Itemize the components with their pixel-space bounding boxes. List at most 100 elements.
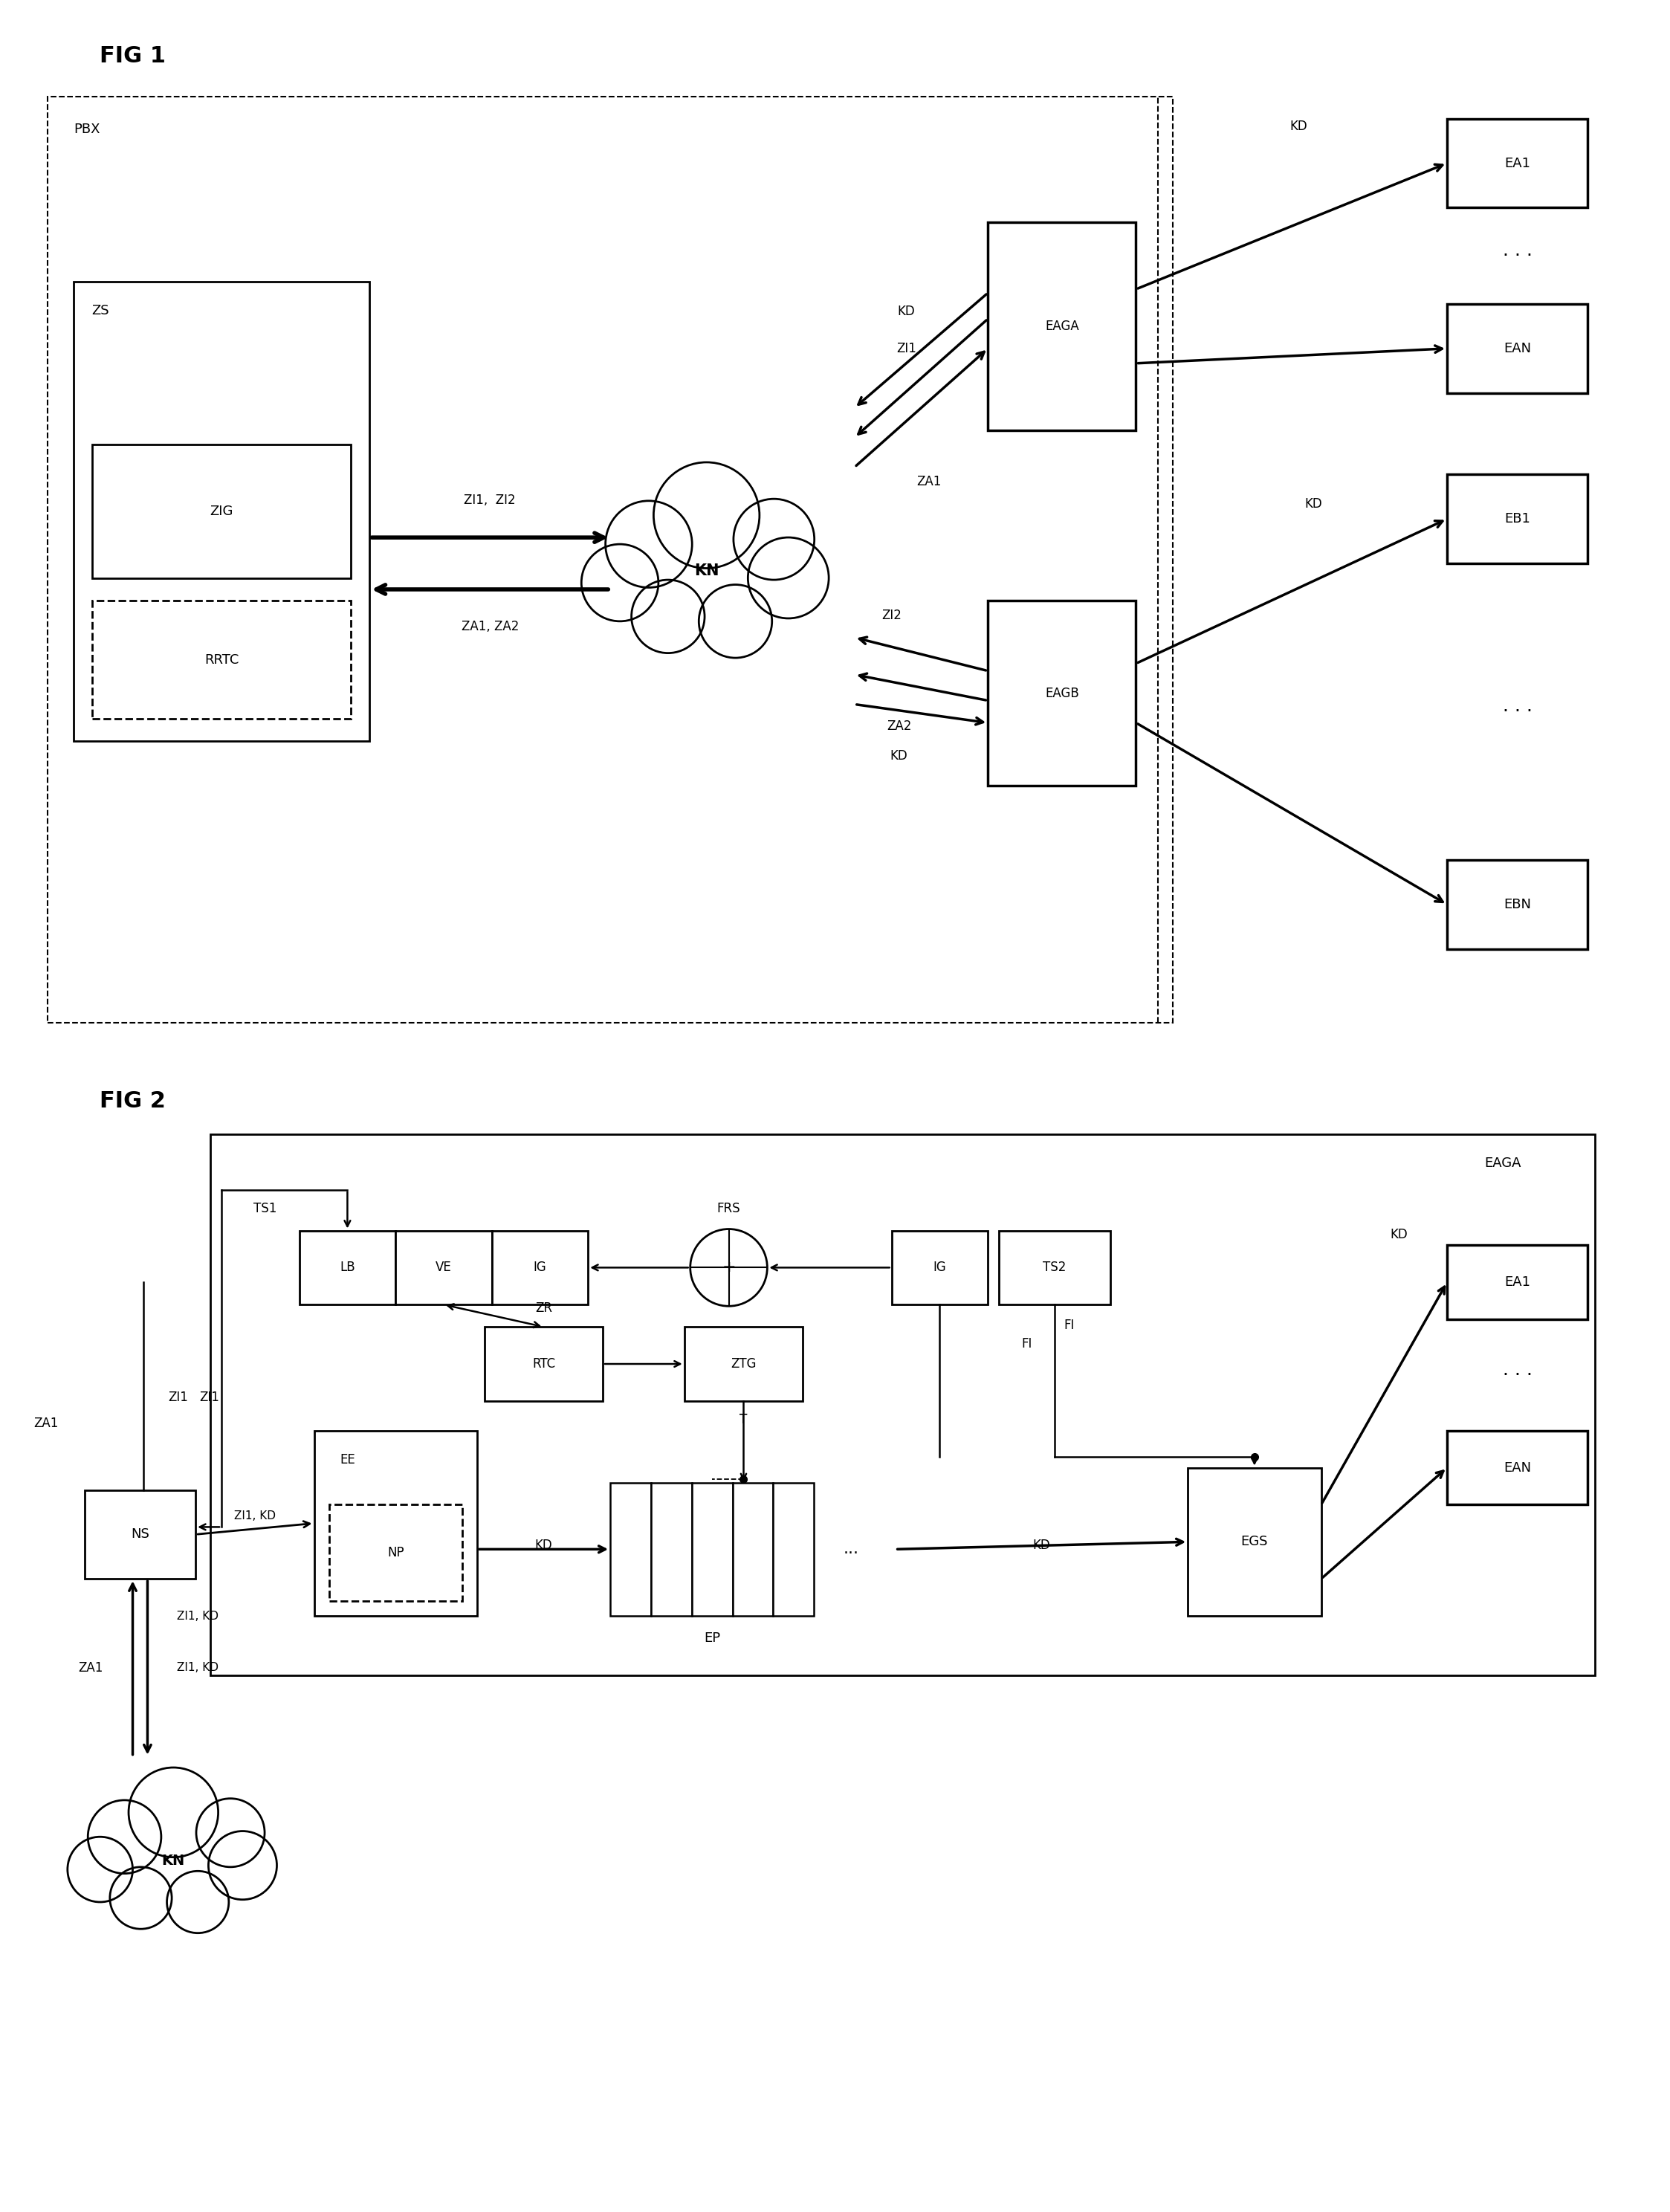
Text: FIG 2: FIG 2: [99, 1091, 165, 1113]
FancyBboxPatch shape: [651, 1482, 691, 1617]
Circle shape: [698, 584, 772, 657]
FancyBboxPatch shape: [773, 1482, 813, 1617]
FancyBboxPatch shape: [92, 445, 351, 577]
Text: VE: VE: [436, 1261, 453, 1274]
Text: NS: NS: [130, 1528, 149, 1542]
Circle shape: [581, 544, 658, 622]
FancyBboxPatch shape: [685, 1327, 803, 1400]
FancyBboxPatch shape: [733, 1482, 773, 1617]
Text: T: T: [740, 1413, 748, 1427]
Text: EB1: EB1: [1505, 513, 1530, 526]
Circle shape: [733, 500, 815, 580]
Circle shape: [167, 1871, 229, 1933]
FancyBboxPatch shape: [1446, 119, 1588, 208]
Text: ZR: ZR: [534, 1301, 553, 1316]
Text: KD: KD: [534, 1540, 553, 1553]
Text: ZS: ZS: [92, 303, 110, 316]
Text: EGS: EGS: [1241, 1535, 1268, 1548]
Text: KD: KD: [898, 305, 915, 319]
Circle shape: [129, 1767, 219, 1858]
Text: KD: KD: [1304, 498, 1323, 511]
Text: ZIG: ZIG: [210, 504, 234, 518]
Text: ZI1, KD: ZI1, KD: [234, 1511, 276, 1522]
FancyBboxPatch shape: [892, 1230, 989, 1305]
Circle shape: [195, 1798, 264, 1867]
FancyBboxPatch shape: [1187, 1469, 1321, 1617]
Text: LB: LB: [339, 1261, 356, 1274]
Text: FIG 1: FIG 1: [99, 44, 165, 66]
FancyBboxPatch shape: [314, 1431, 478, 1617]
Text: ZI1: ZI1: [897, 343, 917, 356]
Text: ZA2: ZA2: [887, 719, 912, 732]
FancyBboxPatch shape: [1446, 860, 1588, 949]
Circle shape: [631, 580, 705, 653]
Text: ZA1, ZA2: ZA1, ZA2: [461, 619, 519, 633]
FancyBboxPatch shape: [491, 1230, 588, 1305]
Circle shape: [89, 1801, 162, 1874]
FancyBboxPatch shape: [1446, 476, 1588, 564]
Text: ZTG: ZTG: [731, 1358, 757, 1371]
Text: ZI1, KD: ZI1, KD: [177, 1661, 219, 1674]
Circle shape: [110, 1867, 172, 1929]
Text: RRTC: RRTC: [204, 653, 239, 666]
Text: EA1: EA1: [1505, 1276, 1530, 1290]
Text: IG: IG: [934, 1261, 947, 1274]
FancyBboxPatch shape: [73, 281, 369, 741]
Text: · · ·: · · ·: [1503, 703, 1531, 721]
Text: EAGB: EAGB: [1045, 686, 1079, 699]
Text: ZA1: ZA1: [78, 1661, 104, 1674]
Text: EAGA: EAGA: [1045, 319, 1079, 334]
Circle shape: [209, 1832, 277, 1900]
FancyBboxPatch shape: [691, 1482, 733, 1617]
Text: ZI1,  ZI2: ZI1, ZI2: [464, 493, 516, 507]
Text: KN: KN: [162, 1854, 185, 1867]
Text: RTC: RTC: [533, 1358, 554, 1371]
Text: EA1: EA1: [1505, 157, 1530, 170]
Text: EAN: EAN: [1503, 1460, 1531, 1475]
Circle shape: [748, 538, 828, 619]
Text: EP: EP: [703, 1632, 720, 1646]
Text: KN: KN: [695, 564, 720, 577]
FancyBboxPatch shape: [85, 1491, 195, 1579]
FancyBboxPatch shape: [47, 97, 1172, 1022]
Text: KD: KD: [1389, 1228, 1408, 1241]
FancyBboxPatch shape: [299, 1230, 396, 1305]
FancyBboxPatch shape: [329, 1504, 463, 1601]
FancyBboxPatch shape: [1446, 303, 1588, 394]
FancyBboxPatch shape: [999, 1230, 1111, 1305]
Text: EBN: EBN: [1503, 898, 1531, 911]
FancyBboxPatch shape: [1446, 1245, 1588, 1321]
Text: ZI1, KD: ZI1, KD: [177, 1610, 219, 1621]
Text: PBX: PBX: [73, 122, 100, 135]
FancyBboxPatch shape: [989, 223, 1136, 429]
Circle shape: [653, 462, 760, 568]
FancyBboxPatch shape: [484, 1327, 603, 1400]
Text: FI: FI: [1022, 1336, 1032, 1349]
Text: ZA1: ZA1: [33, 1416, 58, 1429]
Text: EAGA: EAGA: [1485, 1157, 1521, 1170]
Circle shape: [606, 500, 691, 588]
FancyBboxPatch shape: [396, 1230, 491, 1305]
FancyBboxPatch shape: [210, 1135, 1595, 1674]
Text: ZA1: ZA1: [917, 476, 942, 489]
Text: TS2: TS2: [1042, 1261, 1065, 1274]
FancyBboxPatch shape: [989, 599, 1136, 785]
Text: EE: EE: [341, 1453, 356, 1467]
Text: KD: KD: [1032, 1540, 1050, 1553]
Circle shape: [67, 1836, 132, 1902]
Text: IG: IG: [533, 1261, 546, 1274]
FancyBboxPatch shape: [1446, 1431, 1588, 1504]
Text: ZI1: ZI1: [169, 1391, 189, 1405]
Text: FRS: FRS: [716, 1201, 740, 1214]
Text: TS1: TS1: [254, 1201, 277, 1214]
Text: T: T: [740, 1413, 748, 1427]
FancyBboxPatch shape: [610, 1482, 651, 1617]
Text: +: +: [721, 1261, 736, 1274]
Circle shape: [690, 1230, 767, 1305]
Text: · · ·: · · ·: [1503, 248, 1531, 265]
Text: KD: KD: [1289, 119, 1308, 133]
Text: EAN: EAN: [1503, 343, 1531, 356]
Text: ZI2: ZI2: [882, 608, 902, 622]
Text: ZI1: ZI1: [199, 1391, 219, 1405]
Text: · · ·: · · ·: [1503, 1367, 1531, 1385]
